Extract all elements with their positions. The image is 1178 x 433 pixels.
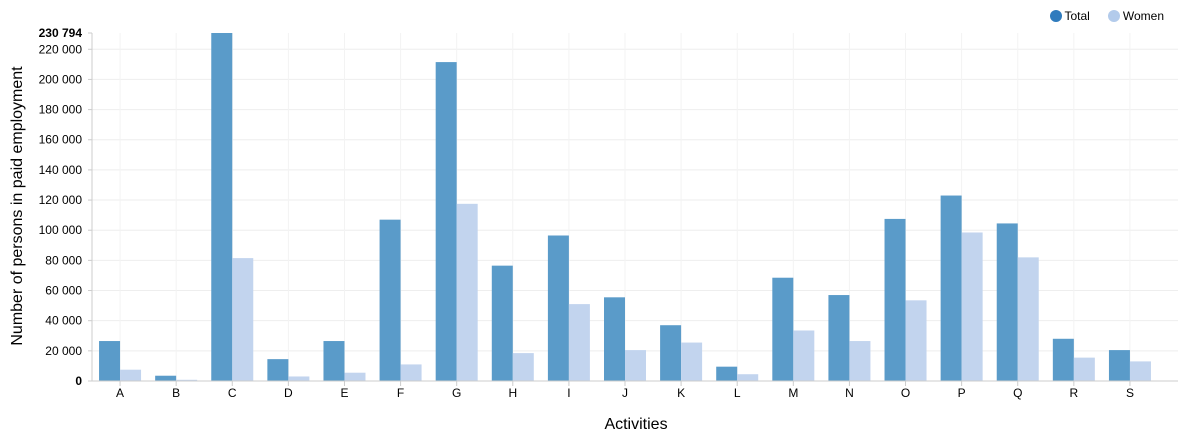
bar-women-S[interactable] xyxy=(1129,361,1151,381)
y-tick-label: 0 xyxy=(75,374,82,388)
legend-item-women[interactable]: Women xyxy=(1107,9,1164,23)
y-axis-title: Number of persons in paid employment xyxy=(9,66,26,346)
y-tick-label: 100 000 xyxy=(39,223,83,237)
bar-women-J[interactable] xyxy=(625,350,646,381)
bar-women-C[interactable] xyxy=(232,258,254,381)
bar-total-S[interactable] xyxy=(1108,350,1130,381)
bar-total-E[interactable] xyxy=(323,341,345,381)
y-tick-label: 220 000 xyxy=(39,42,83,56)
x-tick-label: L xyxy=(734,386,741,400)
x-tick-label: D xyxy=(284,386,293,400)
bar-total-N[interactable] xyxy=(828,295,850,381)
bar-women-D[interactable] xyxy=(288,376,310,381)
bar-total-K[interactable] xyxy=(660,325,682,381)
legend-swatch-total xyxy=(1049,10,1062,22)
bar-women-O[interactable] xyxy=(905,300,927,381)
x-tick-label: C xyxy=(228,386,237,400)
x-tick-label: N xyxy=(845,386,854,400)
x-tick-label: H xyxy=(508,386,517,400)
x-axis-title: Activities xyxy=(604,416,667,433)
y-tick-label: 40 000 xyxy=(45,314,82,328)
y-tick-label: 180 000 xyxy=(39,103,83,117)
x-tick-label: M xyxy=(788,386,798,400)
bar-women-I[interactable] xyxy=(568,304,590,381)
bar-total-B[interactable] xyxy=(155,375,177,381)
legend-item-total[interactable]: Total xyxy=(1049,9,1090,23)
bar-women-A[interactable] xyxy=(120,369,142,381)
bar-total-H[interactable] xyxy=(491,265,513,381)
legend-swatch-women xyxy=(1107,10,1120,22)
y-tick-label: 80 000 xyxy=(45,253,82,267)
bar-total-D[interactable] xyxy=(267,359,289,381)
y-tick-label: 120 000 xyxy=(39,193,83,207)
x-tick-label: A xyxy=(116,386,124,400)
x-tick-label: G xyxy=(452,386,461,400)
bar-total-Q[interactable] xyxy=(996,223,1018,381)
x-tick-label: Q xyxy=(1013,386,1022,400)
bar-total-I[interactable] xyxy=(547,235,569,381)
y-axis: 0 20 000 40 000 60 000 80 000 100 000 120 000 1… xyxy=(39,26,93,388)
y-tick-label: 140 000 xyxy=(39,163,83,177)
y-tick-label: 200 000 xyxy=(39,72,83,86)
x-tick-label: R xyxy=(1070,386,1079,400)
bar-total-J[interactable] xyxy=(604,297,625,381)
bar-women-E[interactable] xyxy=(344,372,366,381)
legend-label-women: Women xyxy=(1122,9,1164,23)
legend-label-total: Total xyxy=(1064,9,1090,23)
gridlines xyxy=(92,33,1178,382)
bar-total-P[interactable] xyxy=(940,195,962,381)
x-axis: A B C D E F G H I J K L M N O P Q R S xyxy=(92,380,1178,400)
bar-women-R[interactable] xyxy=(1073,357,1095,381)
bar-women-H[interactable] xyxy=(512,353,534,381)
bar-total-C[interactable] xyxy=(211,33,233,381)
bar-women-K[interactable] xyxy=(681,342,703,381)
bar-women-Q[interactable] xyxy=(1017,257,1039,381)
y-max-label: 230 794 xyxy=(39,26,83,40)
x-tick-label: E xyxy=(340,386,348,400)
bar-women-N[interactable] xyxy=(849,341,871,381)
x-tick-label: S xyxy=(1126,386,1134,400)
bar-women-G[interactable] xyxy=(456,203,478,381)
bar-total-M[interactable] xyxy=(772,277,794,381)
x-tick-label: K xyxy=(677,386,685,400)
y-tick-label: 20 000 xyxy=(45,344,82,358)
bar-women-B[interactable] xyxy=(176,379,198,381)
y-tick-label: 160 000 xyxy=(39,133,83,147)
bar-total-L[interactable] xyxy=(716,366,738,381)
x-tick-label: P xyxy=(958,386,966,400)
x-tick-label: B xyxy=(172,386,180,400)
bar-women-L[interactable] xyxy=(737,374,759,381)
bars-group xyxy=(99,33,1151,382)
x-tick-label: I xyxy=(567,386,570,400)
bar-women-F[interactable] xyxy=(400,364,422,381)
bar-women-M[interactable] xyxy=(793,330,815,381)
bar-total-R[interactable] xyxy=(1052,338,1074,381)
x-tick-label: J xyxy=(622,386,628,400)
bar-total-O[interactable] xyxy=(884,218,906,381)
bar-total-G[interactable] xyxy=(435,62,457,382)
y-tick-label: 60 000 xyxy=(45,284,82,298)
bar-total-A[interactable] xyxy=(99,341,121,381)
x-tick-label: F xyxy=(397,386,404,400)
legend: Total Women xyxy=(1049,9,1164,23)
bar-women-P[interactable] xyxy=(961,232,983,381)
x-tick-label: O xyxy=(901,386,910,400)
bar-total-F[interactable] xyxy=(379,219,401,381)
